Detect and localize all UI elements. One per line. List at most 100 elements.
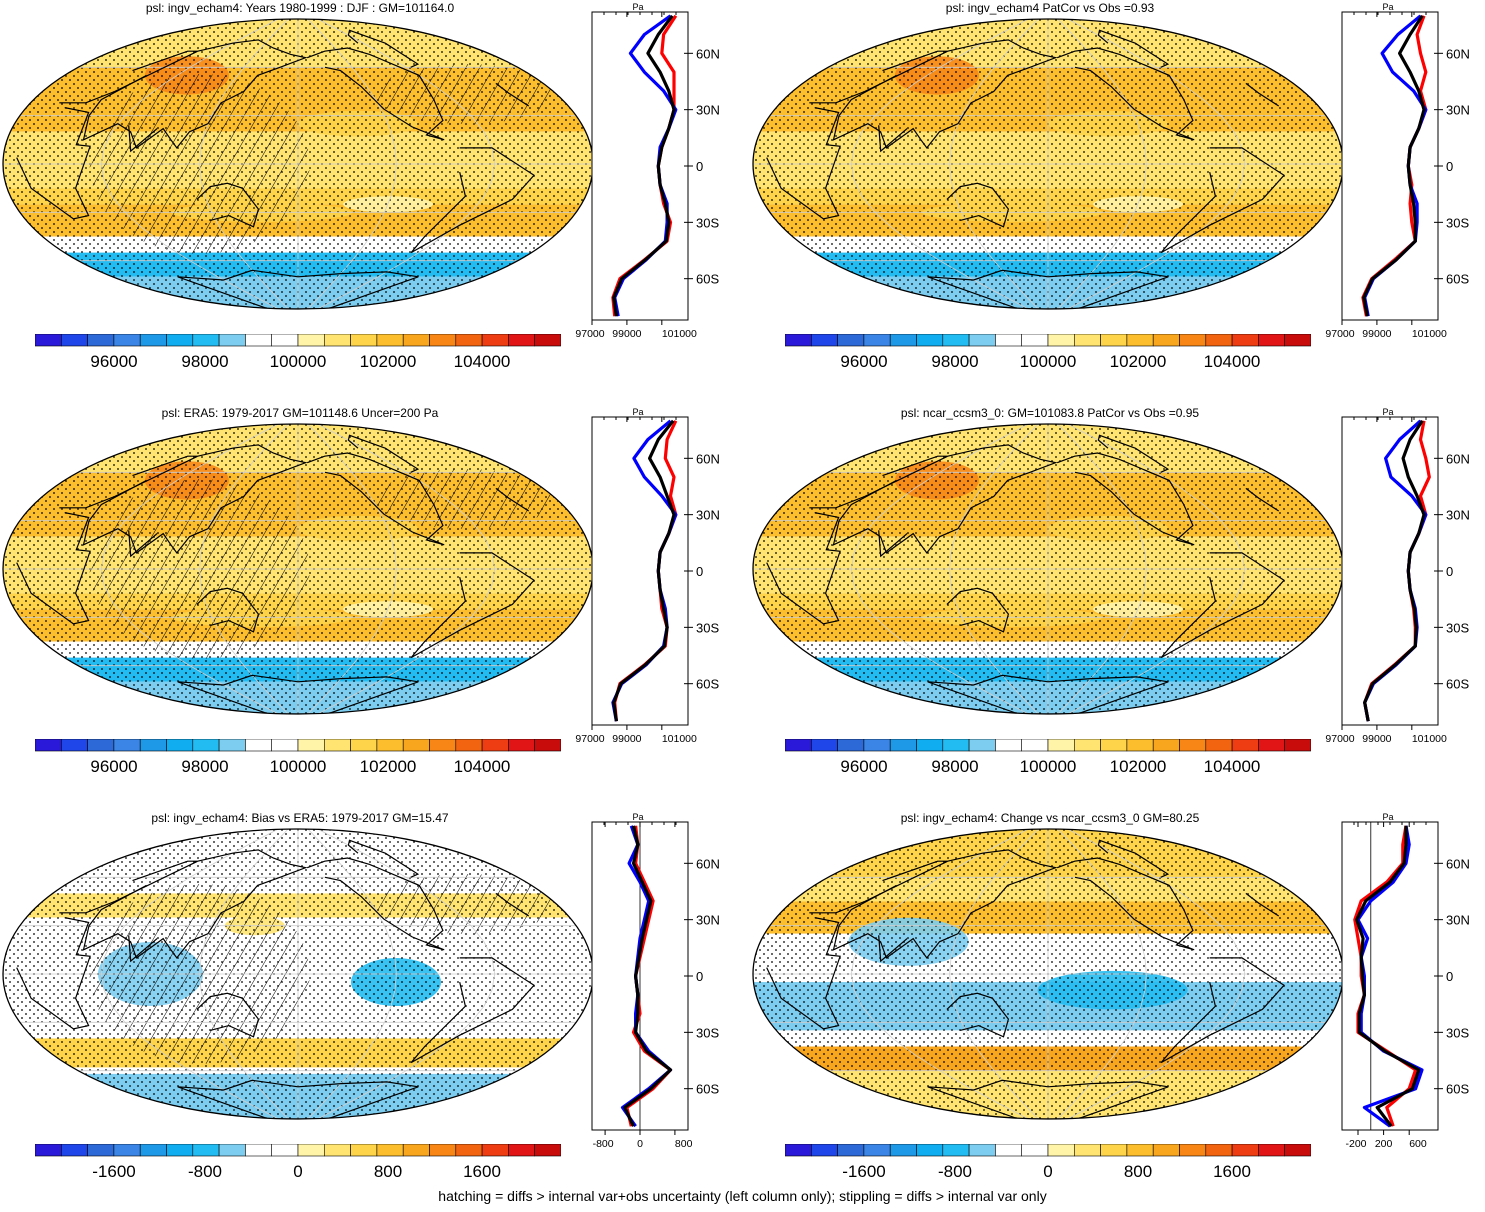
colorbar-box bbox=[87, 1144, 115, 1157]
panel-title: psl: ingv_echam4: Bias vs ERA5: 1979-201… bbox=[151, 811, 449, 825]
zonal-series-black bbox=[612, 14, 676, 317]
colorbar-box bbox=[1205, 1144, 1233, 1157]
colorbar-box bbox=[810, 1144, 838, 1157]
gridline bbox=[199, 424, 289, 714]
gridline bbox=[317, 19, 496, 309]
colorbar-box bbox=[60, 1144, 88, 1157]
coastline-antarctica bbox=[177, 1079, 419, 1119]
x-tick-label: -200 bbox=[1345, 1138, 1366, 1150]
world-map bbox=[752, 423, 1344, 715]
y-tick-label: 60S bbox=[696, 272, 719, 287]
coastline-asia bbox=[832, 444, 1058, 554]
y-tick-label: 60S bbox=[1446, 677, 1469, 692]
colorbar-box bbox=[968, 739, 996, 752]
colorbar-box bbox=[942, 739, 970, 752]
panel-title: psl: ingv_echam4 PatCor vs Obs =0.93 bbox=[945, 1, 1155, 15]
colorbar-label: -1600 bbox=[92, 1162, 136, 1181]
zonal-frame bbox=[1341, 821, 1439, 1131]
colorbar-box bbox=[481, 334, 509, 347]
colorbar-box bbox=[271, 334, 299, 347]
coastline-africa bbox=[766, 917, 841, 1030]
colorbar-box bbox=[87, 334, 115, 347]
coastline-antarctica bbox=[927, 674, 1169, 714]
y-tick-label: 60S bbox=[696, 677, 719, 692]
colorbar-box bbox=[1179, 1144, 1207, 1157]
coastline-india bbox=[878, 530, 908, 558]
coastline-europe bbox=[495, 487, 530, 512]
colorbar-label: 0 bbox=[1043, 1162, 1053, 1181]
zonal-series-black bbox=[612, 419, 676, 722]
zonal-unit-label: Pa bbox=[632, 407, 643, 417]
colorbar-box bbox=[1231, 1144, 1259, 1157]
colorbar-labels: -1600 -800 0 800 1600 bbox=[0, 1162, 600, 1184]
coastline-india bbox=[878, 125, 908, 153]
colorbar-label: 102000 bbox=[359, 352, 417, 371]
coastline-australia bbox=[196, 992, 260, 1038]
gridline bbox=[100, 19, 279, 309]
colorbar-box bbox=[376, 1144, 404, 1157]
colorbar-box bbox=[534, 334, 561, 347]
coastline-namerica bbox=[1056, 857, 1195, 951]
colorbar-box bbox=[1047, 334, 1075, 347]
y-tick-label: 60S bbox=[1446, 1082, 1469, 1097]
colorbar-box bbox=[481, 739, 509, 752]
colorbar-label: 96000 bbox=[840, 757, 888, 776]
coastline-antarctica bbox=[177, 269, 419, 309]
panel-6: psl: ingv_echam4: Change vs ncar_ccsm3_0… bbox=[750, 810, 1485, 1190]
colorbar-box bbox=[481, 1144, 509, 1157]
colorbar-box bbox=[810, 334, 838, 347]
colorbar-box bbox=[1126, 739, 1154, 752]
zonal-unit-label: Pa bbox=[1382, 812, 1393, 822]
colorbar-box bbox=[1073, 334, 1101, 347]
colorbar-box bbox=[1126, 334, 1154, 347]
colorbar-box bbox=[297, 334, 325, 347]
colorbar-box bbox=[1179, 334, 1207, 347]
colorbar-box bbox=[1284, 739, 1311, 752]
x-tick-label: 800 bbox=[675, 1138, 693, 1150]
colorbar-label: 0 bbox=[293, 1162, 303, 1181]
colorbar-label: 800 bbox=[373, 1162, 403, 1181]
colorbar-box bbox=[166, 739, 194, 752]
zonal-profile: Pa 60N 30N 0 30S 60S -200 200 600 bbox=[1341, 812, 1470, 1150]
coastline-asia bbox=[832, 849, 1058, 959]
coastline-europe bbox=[809, 455, 948, 509]
colorbar-box bbox=[192, 1144, 220, 1157]
coastline-antarctica bbox=[177, 674, 419, 714]
coastline-asia bbox=[832, 39, 1058, 149]
colorbar-box bbox=[60, 334, 88, 347]
footnote: hatching = diffs > internal var+obs unce… bbox=[438, 1188, 1047, 1204]
y-tick-label: 30N bbox=[696, 103, 720, 118]
gridline bbox=[307, 424, 397, 714]
panel-5: psl: ingv_echam4: Bias vs ERA5: 1979-201… bbox=[0, 810, 740, 1190]
colorbar-box bbox=[245, 1144, 272, 1157]
panel-1: psl: ingv_echam4: Years 1980-1999 : DJF … bbox=[0, 0, 740, 380]
colorbar-box bbox=[402, 1144, 430, 1157]
colorbar-box bbox=[455, 334, 483, 347]
colorbar-box bbox=[297, 1144, 325, 1157]
colorbar-box bbox=[1100, 739, 1128, 752]
coastline-greenland bbox=[347, 434, 420, 473]
gridline bbox=[100, 829, 279, 1119]
colorbar-label: 1600 bbox=[463, 1162, 501, 1181]
y-tick-label: 60N bbox=[1446, 856, 1470, 871]
colorbar-box bbox=[376, 739, 404, 752]
coastline-samerica bbox=[1160, 147, 1285, 254]
colorbar bbox=[785, 1144, 1311, 1157]
colorbar-label: 96000 bbox=[840, 352, 888, 371]
coastline-australia bbox=[946, 992, 1010, 1038]
colorbar-box bbox=[889, 739, 917, 752]
coastline-asia bbox=[82, 849, 308, 959]
coastline-africa bbox=[766, 107, 841, 220]
panel-title: psl: ingv_echam4: Change vs ncar_ccsm3_0… bbox=[900, 811, 1200, 825]
coastline-samerica bbox=[410, 147, 535, 254]
colorbar-box bbox=[785, 334, 812, 347]
coastline-europe bbox=[59, 50, 198, 104]
colorbar-box bbox=[916, 1144, 944, 1157]
colorbar-box bbox=[245, 739, 272, 752]
x-tick-label: 101000 bbox=[1412, 328, 1447, 340]
zonal-profile: Pa 60N 30N 0 30S 60S 97000 99000 101000 bbox=[1325, 407, 1469, 745]
coastline-samerica bbox=[1160, 552, 1285, 659]
gridline bbox=[1057, 424, 1147, 714]
y-tick-label: 30S bbox=[1446, 1025, 1469, 1040]
y-tick-label: 30N bbox=[1446, 103, 1470, 118]
